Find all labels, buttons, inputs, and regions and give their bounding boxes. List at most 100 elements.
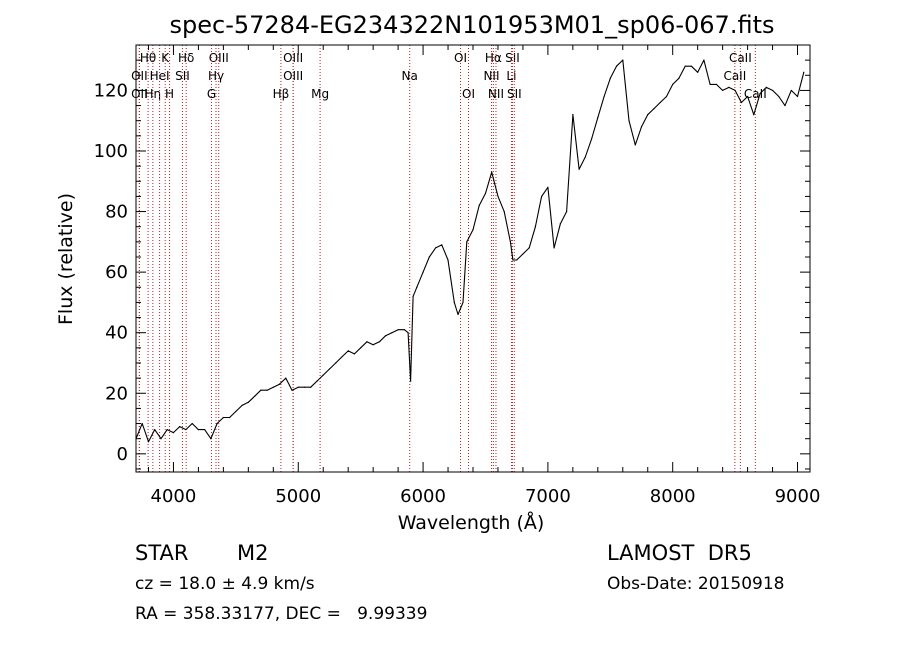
spectrum-point [778,95,780,98]
spectrum-series-line [135,59,805,443]
spectrum-point [497,195,499,198]
spectrum-point [441,244,443,246]
redshift-readout: cz = 18.0 ± 4.9 km/s [135,574,315,594]
spectral-line-label: OI [454,51,467,65]
x-tick-label: 4000 [151,486,197,507]
spectrum-point [590,138,593,140]
spectrum-point [491,171,493,173]
spectrum-point [328,368,331,370]
spectrum-point [566,210,568,213]
spectrum-point [409,380,412,382]
x-tick-label: 7000 [525,486,571,507]
spectral-line-label: K [161,51,170,65]
spectrum-point [790,89,792,92]
x-axis-label: Wavelength (Å) [398,511,545,534]
spectral-line-label: CaII [723,69,746,83]
spectrum-point [622,59,624,61]
spectrum-point [272,386,274,388]
spectrum-point [734,89,736,92]
spectrum-point [553,247,555,249]
spectrum-point [665,95,668,98]
obs-date: Obs-Date: 20150918 [607,574,785,594]
spectrum-point [366,341,368,343]
spectrum-point [753,114,755,116]
y-tick-label: 120 [94,80,128,101]
spectrum-point [453,301,455,304]
spectral-line-label: Mg [311,87,329,101]
spectrum-point [672,83,674,85]
spectrum-point [172,432,175,434]
spectrum-point [235,410,237,413]
coordinates: RA = 358.33177, DEC = 9.99339 [135,604,428,624]
spectral-line-label: Li [506,69,516,83]
spectrum-point [803,71,805,73]
spectrum-point [285,377,287,379]
x-tick-label: 8000 [650,486,696,507]
spectrum-point [609,77,611,79]
spectrum-point [197,429,200,431]
spectrum-point [771,89,774,92]
spectrum-point [241,404,243,406]
spectral-line-label: H [165,87,174,101]
x-tick-label: 5000 [275,486,321,507]
spectrum-point [615,65,618,67]
spectral-line-label: Hα [485,51,502,65]
object-subclass: M2 [237,541,269,565]
spectrum-point [503,210,505,213]
spectrum-point [578,168,580,170]
spectrum-point [522,253,524,255]
spectrum-point [647,114,649,116]
spectrum-point [534,226,537,228]
spectrum-point [684,65,686,67]
spectral-line-label: Hη [145,87,162,101]
y-tick-label: 60 [105,262,128,283]
spectrum-point [428,256,430,258]
spectrum-point [796,95,799,98]
spectral-line-label: OIII [283,69,303,83]
spectrum-point [247,401,249,403]
y-tick-label: 20 [105,383,128,404]
spectrum-point [584,156,586,158]
spectral-line-label: Hβ [273,87,290,101]
spectrum-point [341,356,343,358]
spectrum-point [407,332,409,334]
spectrum-point [462,301,464,304]
spectrum-point [291,389,293,391]
spectrum-point [759,92,761,95]
spectral-line-label: Hθ [140,51,156,65]
spectrum-point [628,120,630,122]
spectrum-point [472,229,474,231]
spectrum-point [141,422,143,425]
spectrum-point [709,83,711,85]
series-layer [135,59,805,443]
spectrum-point [572,114,574,116]
spectrum-point [147,441,150,443]
spectrum-point [372,344,374,346]
spectrum-point [253,395,256,397]
spectrum-point [659,101,661,104]
spectrum-point [222,416,224,419]
spectrum-point [765,86,767,88]
spectrum-point [740,101,742,104]
spectrum-point [412,295,414,297]
spectral-line-label: HeI [150,69,170,83]
spectral-line-label: OIII [209,51,229,65]
spectrum-point [434,247,437,249]
spectrum-point [690,65,693,67]
spectrum-point [728,86,730,88]
spectrum-point [204,429,206,431]
spectrum-point [391,332,393,334]
spectrum-point [210,438,212,440]
spectrum-point [303,386,306,388]
spectrum-point [416,286,418,288]
spectrum-point [385,335,387,337]
spectrum-point [403,329,405,331]
spectrum-point [422,271,424,273]
spectrum-point [746,95,749,98]
spectrum-point [154,429,156,431]
y-axis-label: Flux (relative) [55,193,77,325]
spectral-line-label: CaII [729,51,752,65]
x-tick-label: 9000 [775,486,821,507]
spectrum-point [528,247,530,249]
